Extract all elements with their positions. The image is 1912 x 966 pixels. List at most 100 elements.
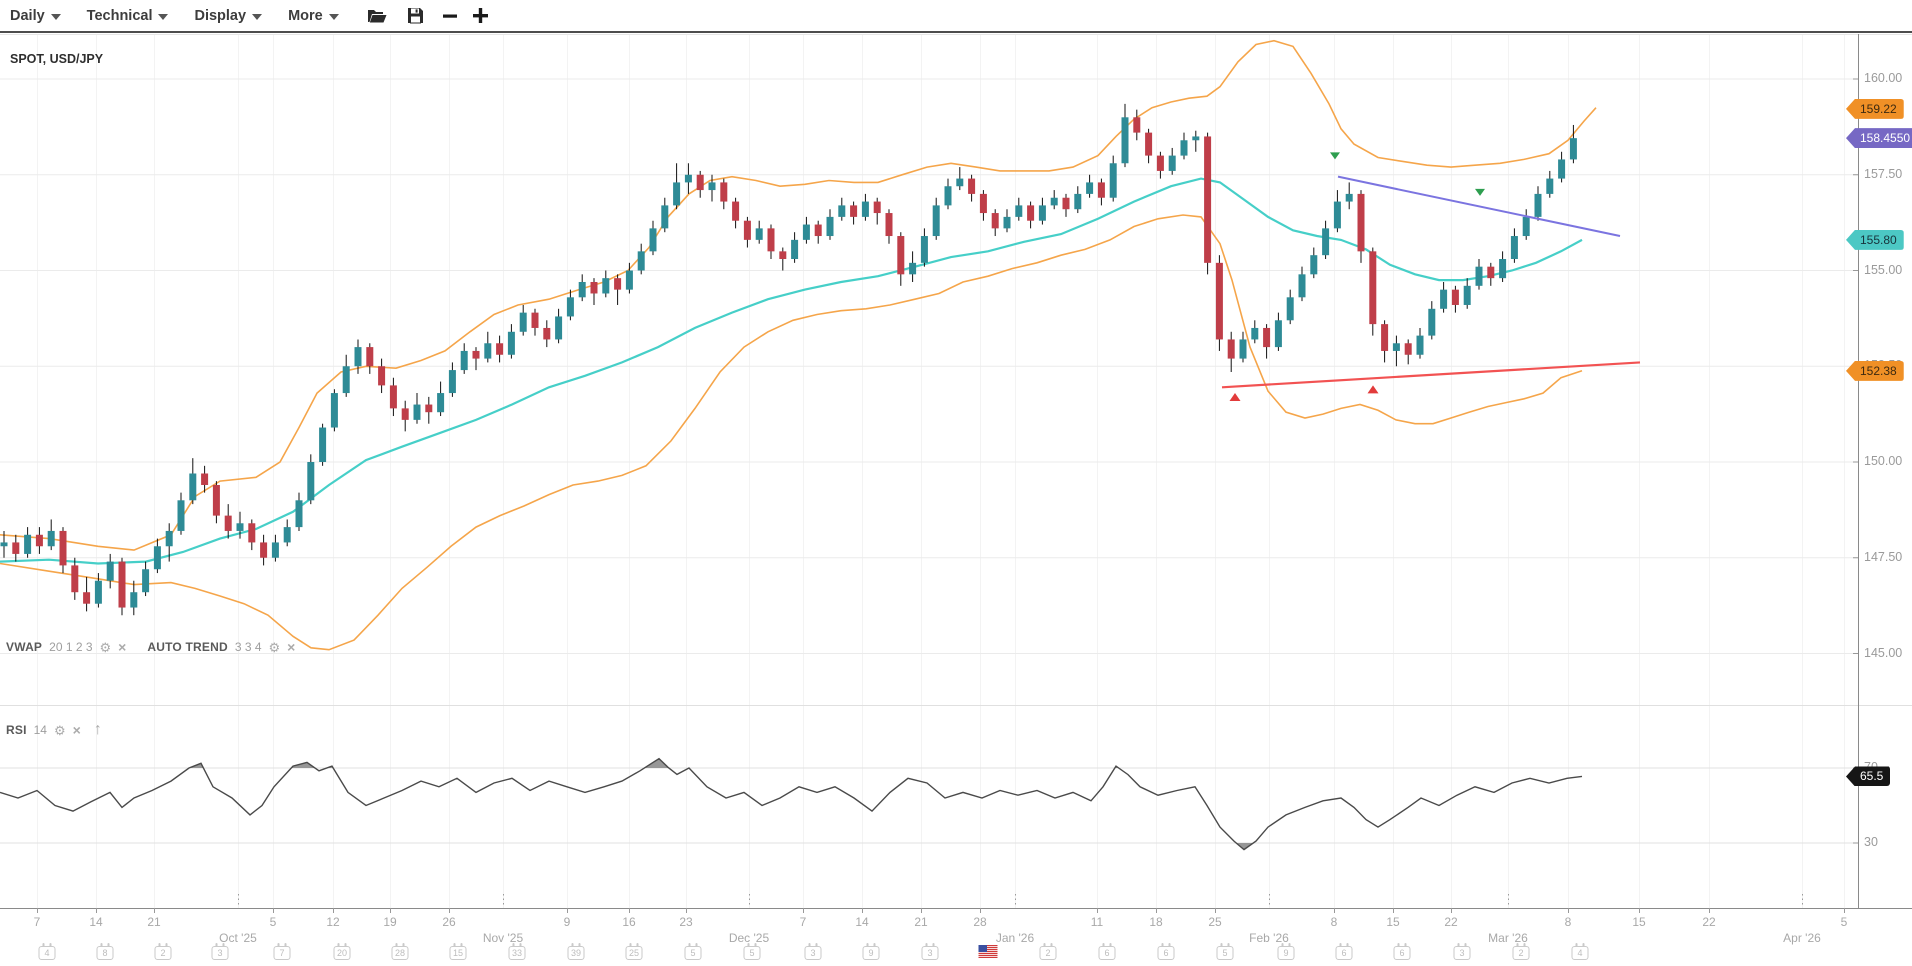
calendar-events-icon[interactable]: 8: [96, 943, 114, 960]
rsi-legend-name: RSI: [6, 723, 27, 737]
rsi-panel: [0, 757, 1858, 851]
calendar-events-icon[interactable]: 6: [1098, 943, 1116, 960]
candle: [236, 523, 244, 531]
calendar-events-icon[interactable]: 9: [862, 943, 880, 960]
autotrend-legend: AUTO TREND 3 3 4 ⚙ ×: [147, 640, 295, 654]
date-week-label: 14: [855, 915, 869, 929]
candle: [413, 404, 421, 420]
candle: [1204, 136, 1212, 263]
candle: [389, 385, 397, 409]
date-month-label: Mar '26: [1488, 931, 1528, 945]
candle: [826, 216, 834, 237]
calendar-events-icon[interactable]: 2: [1512, 943, 1530, 960]
candle: [909, 262, 917, 275]
candle: [94, 580, 102, 604]
candle: [295, 500, 303, 528]
buy-signal-triangle-icon: [1367, 385, 1379, 394]
calendar-events-icon[interactable]: 3: [211, 943, 229, 960]
date-week-label: 15: [1386, 915, 1400, 929]
rsi-move-up-icon[interactable]: ↑: [93, 721, 102, 738]
vwap-remove-icon[interactable]: ×: [118, 639, 127, 655]
candle: [1074, 193, 1082, 210]
display-menu-label: Display: [194, 7, 247, 24]
candle: [35, 534, 43, 547]
calendar-events-icon[interactable]: 2: [1039, 943, 1057, 960]
calendar-events-icon[interactable]: 4: [1571, 943, 1589, 960]
calendar-events-icon[interactable]: 28: [391, 943, 409, 960]
date-week-label: 9: [563, 915, 571, 929]
calendar-events-icon[interactable]: 20: [333, 943, 351, 960]
candle: [531, 312, 539, 328]
candle: [673, 182, 681, 206]
date-week-label: 26: [442, 915, 456, 929]
calendar-events-icon[interactable]: 39: [567, 943, 585, 960]
calendar-events-icon[interactable]: 3: [804, 943, 822, 960]
vwap-settings-gear-icon[interactable]: ⚙: [99, 639, 112, 655]
candle: [201, 473, 209, 485]
calendar-events-icon[interactable]: 5: [743, 943, 761, 960]
candle: [802, 224, 810, 240]
candle: [661, 205, 669, 229]
candle: [319, 427, 327, 462]
candle: [448, 370, 456, 394]
candle: [307, 462, 315, 501]
date-week-label: 15: [1632, 915, 1646, 929]
candle: [1416, 335, 1424, 355]
calendar-events-icon[interactable]: 33: [508, 943, 526, 960]
candle: [1475, 266, 1483, 286]
candle: [460, 350, 468, 371]
technical-menu[interactable]: Technical: [87, 8, 169, 24]
calendar-events-icon[interactable]: 3: [921, 943, 939, 960]
price-tick-label: 145.00: [1864, 645, 1903, 660]
vwap-legend: VWAP 20 1 2 3 ⚙ × AUTO TREND 3 3 4 ⚙ ×: [6, 640, 295, 654]
candle: [248, 523, 256, 543]
candle: [649, 228, 657, 252]
date-week-label: 21: [914, 915, 928, 929]
calendar-events-icon[interactable]: 15: [449, 943, 467, 960]
save-icon[interactable]: [407, 7, 424, 24]
calendar-events-icon[interactable]: 6: [1335, 943, 1353, 960]
calendar-events-icon[interactable]: 6: [1157, 943, 1175, 960]
candle: [165, 530, 173, 547]
zoom-out-icon[interactable]: [442, 8, 458, 24]
candle: [1392, 343, 1400, 351]
candle: [543, 327, 551, 340]
autotrend-remove-icon[interactable]: ×: [287, 639, 296, 655]
open-folder-icon[interactable]: [367, 8, 387, 24]
date-week-label: 25: [1208, 915, 1222, 929]
calendar-events-icon[interactable]: 5: [1216, 943, 1234, 960]
calendar-events-icon[interactable]: 7: [273, 943, 291, 960]
calendar-events-icon[interactable]: 5: [684, 943, 702, 960]
candle: [708, 182, 716, 191]
auto-trendlines: [1221, 175, 1641, 389]
rsi-remove-icon[interactable]: ×: [72, 722, 81, 738]
candle: [991, 213, 999, 229]
date-month-label: Apr '26: [1783, 931, 1821, 945]
calendar-events-icon[interactable]: 9: [1277, 943, 1295, 960]
candle: [472, 350, 480, 359]
timeframe-menu[interactable]: Daily: [10, 8, 61, 24]
calendar-events-icon[interactable]: 6: [1393, 943, 1411, 960]
calendar-events-icon[interactable]: 3: [1453, 943, 1471, 960]
display-menu[interactable]: Display: [194, 7, 263, 24]
candle: [425, 404, 433, 413]
date-week-label: 12: [326, 915, 340, 929]
zoom-in-icon[interactable]: [472, 7, 489, 24]
candle: [1239, 339, 1247, 359]
candle: [1463, 285, 1471, 305]
candlesticks: [0, 103, 1577, 616]
date-week-label: 28: [973, 915, 987, 929]
rsi-tick-label: 30: [1864, 835, 1878, 849]
us-flag-icon[interactable]: [978, 945, 998, 963]
candle: [566, 297, 574, 317]
bollinger-lower-line: [0, 214, 1583, 651]
candle: [366, 347, 374, 367]
calendar-events-icon[interactable]: 4: [38, 943, 56, 960]
calendar-events-icon[interactable]: 25: [625, 943, 643, 960]
rsi-settings-gear-icon[interactable]: ⚙: [53, 722, 66, 738]
autotrend-settings-gear-icon[interactable]: ⚙: [268, 639, 281, 655]
calendar-events-icon[interactable]: 2: [154, 943, 172, 960]
candle: [1558, 159, 1566, 179]
more-menu[interactable]: More: [288, 8, 339, 24]
